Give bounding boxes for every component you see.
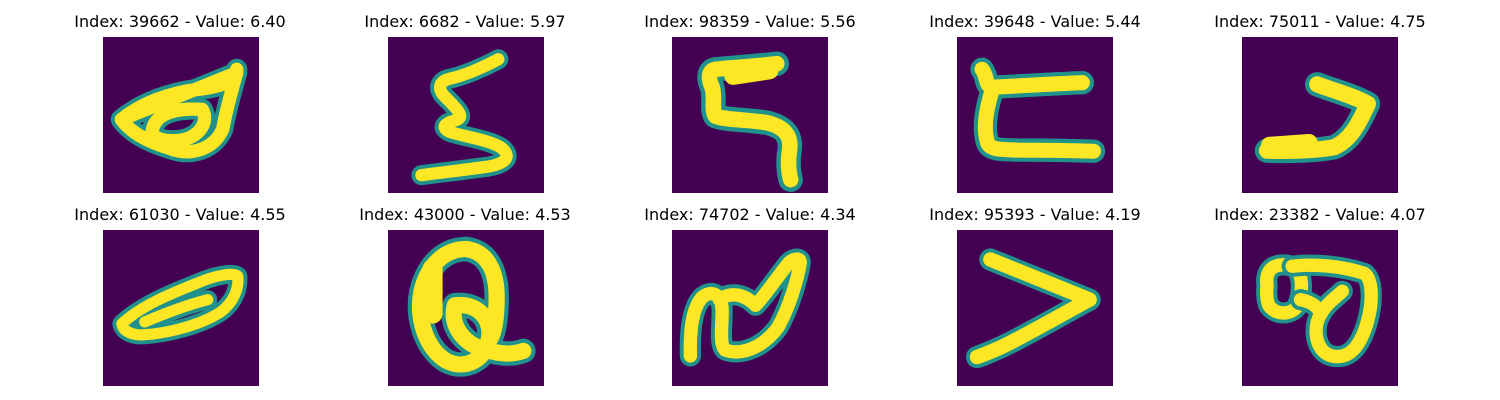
panel-title: Index: 75011 - Value: 4.75 — [1214, 12, 1426, 31]
panel-title: Index: 6682 - Value: 5.97 — [364, 12, 566, 31]
panel-3: Index: 98359 - Value: 5.56 — [600, 0, 900, 200]
panel-5: Index: 75011 - Value: 4.75 — [1170, 0, 1470, 200]
panel-title: Index: 74702 - Value: 4.34 — [644, 205, 856, 224]
digit-image — [672, 230, 828, 386]
panel-title: Index: 61030 - Value: 4.55 — [74, 205, 286, 224]
digit-image — [103, 230, 259, 386]
panel-title: Index: 98359 - Value: 5.56 — [644, 12, 856, 31]
digit-image — [957, 230, 1113, 386]
panel-6: Index: 61030 - Value: 4.55 — [30, 193, 330, 393]
panel-8: Index: 74702 - Value: 4.34 — [600, 193, 900, 393]
panel-7: Index: 43000 - Value: 4.53 — [315, 193, 615, 393]
panel-10: Index: 23382 - Value: 4.07 — [1170, 193, 1470, 393]
panel-9: Index: 95393 - Value: 4.19 — [885, 193, 1185, 393]
digit-image — [388, 230, 544, 386]
digit-image — [388, 37, 544, 193]
digit-image — [957, 37, 1113, 193]
digit-image — [672, 37, 828, 193]
panel-title: Index: 23382 - Value: 4.07 — [1214, 205, 1426, 224]
digit-image — [1242, 37, 1398, 193]
panel-1: Index: 39662 - Value: 6.40 — [30, 0, 330, 200]
panel-title: Index: 43000 - Value: 4.53 — [359, 205, 571, 224]
panel-4: Index: 39648 - Value: 5.44 — [885, 0, 1185, 200]
panel-2: Index: 6682 - Value: 5.97 — [315, 0, 615, 200]
digit-image — [1242, 230, 1398, 386]
digit-image — [103, 37, 259, 193]
panel-title: Index: 39648 - Value: 5.44 — [929, 12, 1141, 31]
panel-title: Index: 95393 - Value: 4.19 — [929, 205, 1141, 224]
panel-title: Index: 39662 - Value: 6.40 — [74, 12, 286, 31]
